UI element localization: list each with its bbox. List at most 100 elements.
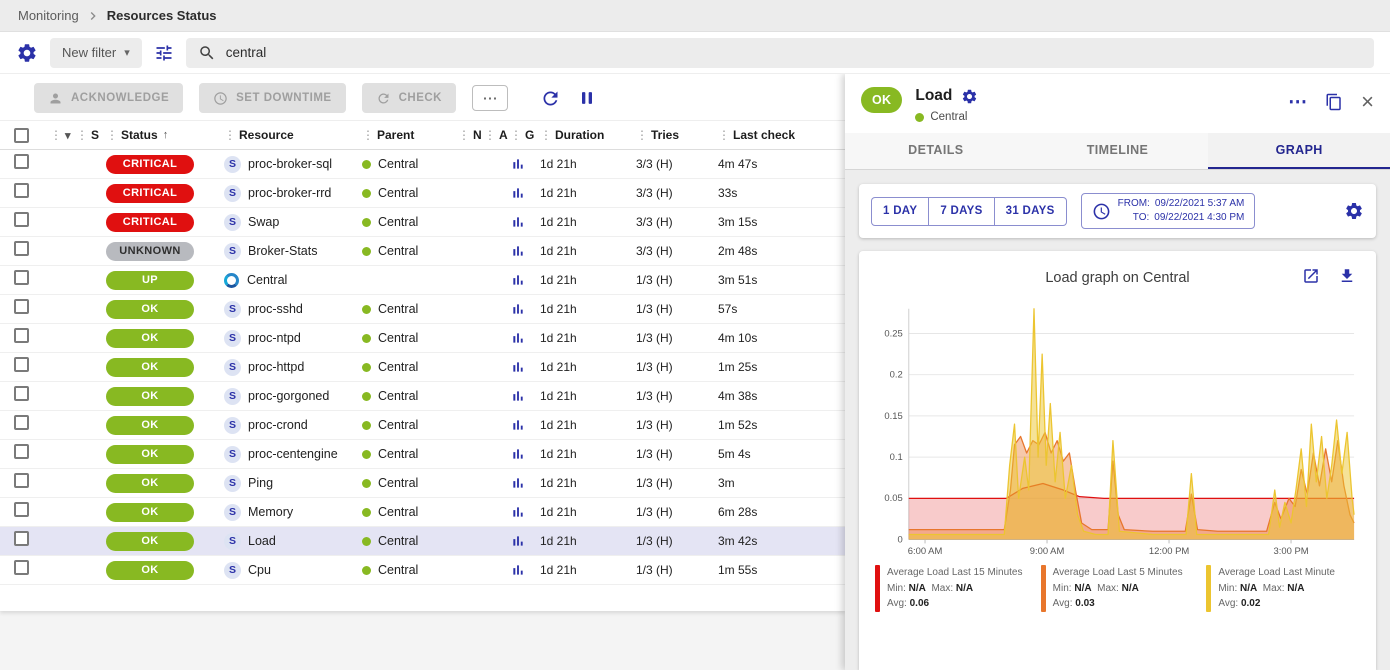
- table-row[interactable]: CRITICAL S proc-broker-sql Central 1d 21…: [0, 150, 845, 179]
- set-downtime-button[interactable]: SET DOWNTIME: [199, 83, 346, 113]
- legend-item[interactable]: Average Load Last Minute Min: N/A Max: N/…: [1206, 565, 1360, 612]
- header-tries[interactable]: Tries: [651, 128, 680, 142]
- table-row[interactable]: OK S proc-gorgoned Central 1d 21h 1/3 (H…: [0, 382, 845, 411]
- chevron-right-icon: [85, 8, 101, 24]
- graph-icon[interactable]: [510, 446, 540, 462]
- open-in-new-icon[interactable]: [1302, 267, 1320, 285]
- header-last-check[interactable]: Last check: [733, 128, 796, 142]
- header-action[interactable]: A: [499, 128, 508, 142]
- graph-icon[interactable]: [510, 533, 540, 549]
- table-row[interactable]: UP Central 1d 21h 1/3 (H) 3m 51s: [0, 266, 845, 295]
- service-icon: S: [224, 474, 241, 492]
- graph-icon[interactable]: [510, 243, 540, 259]
- table-row[interactable]: OK S Memory Central 1d 21h 1/3 (H) 6m 28…: [0, 498, 845, 527]
- table-row[interactable]: OK S proc-sshd Central 1d 21h 1/3 (H) 57…: [0, 295, 845, 324]
- advanced-filters-icon[interactable]: [154, 43, 174, 63]
- row-checkbox[interactable]: [14, 241, 29, 256]
- select-all-checkbox[interactable]: [14, 127, 29, 143]
- legend-item[interactable]: Average Load Last 15 Minutes Min: N/A Max…: [875, 565, 1029, 612]
- pause-autorefresh-icon[interactable]: [577, 88, 597, 108]
- search-input[interactable]: [225, 45, 1362, 60]
- status-badge: OK: [106, 386, 194, 406]
- status-badge: OK: [106, 328, 194, 348]
- select-all-caret-icon[interactable]: ▾: [65, 129, 71, 142]
- graph-icon[interactable]: [510, 359, 540, 375]
- last-check-value: 2m 48s: [718, 244, 758, 258]
- load-chart[interactable]: 0 0.05 0.1 0.15 0.2 0.25 6:00 AM 9:00 AM 12:00 P…: [869, 299, 1366, 561]
- graph-settings-gear-icon[interactable]: [1344, 201, 1364, 221]
- header-resource[interactable]: Resource: [239, 128, 294, 142]
- row-checkbox[interactable]: [14, 154, 29, 169]
- tab-details[interactable]: DETAILS: [908, 143, 964, 157]
- graph-icon[interactable]: [510, 504, 540, 520]
- graph-icon[interactable]: [510, 475, 540, 491]
- check-button[interactable]: CHECK: [361, 83, 456, 113]
- graph-icon[interactable]: [510, 214, 540, 230]
- row-checkbox[interactable]: [14, 473, 29, 488]
- graph-icon[interactable]: [510, 330, 540, 346]
- table-row[interactable]: OK S Load Central 1d 21h 1/3 (H) 3m 42s: [0, 527, 845, 556]
- row-checkbox[interactable]: [14, 212, 29, 227]
- download-icon[interactable]: [1338, 267, 1356, 285]
- close-panel-icon[interactable]: ×: [1361, 89, 1374, 114]
- row-checkbox[interactable]: [14, 415, 29, 430]
- table-row[interactable]: CRITICAL S Swap Central 1d 21h 3/3 (H) 3…: [0, 208, 845, 237]
- table-row[interactable]: OK S proc-ntpd Central 1d 21h 1/3 (H) 4m…: [0, 324, 845, 353]
- panel-header: OK Load Central ⋯: [845, 74, 1390, 133]
- resource-name: proc-sshd: [248, 302, 303, 316]
- table-row[interactable]: OK S Ping Central 1d 21h 1/3 (H) 3m: [0, 469, 845, 498]
- table-row[interactable]: OK S proc-centengine Central 1d 21h 1/3 …: [0, 440, 845, 469]
- row-checkbox[interactable]: [14, 444, 29, 459]
- range-31-days-button[interactable]: 31 DAYS: [994, 196, 1067, 226]
- panel-more-icon[interactable]: ⋯: [1288, 91, 1308, 113]
- range-7-days-button[interactable]: 7 DAYS: [929, 196, 995, 226]
- graph-icon[interactable]: [510, 272, 540, 288]
- row-checkbox[interactable]: [14, 328, 29, 343]
- graph-icon[interactable]: [510, 301, 540, 317]
- more-actions-button[interactable]: ⋯: [471, 85, 508, 111]
- drag-handle-icon: ⋮: [484, 128, 496, 142]
- refresh-icon[interactable]: [540, 88, 561, 109]
- status-badge: OK: [106, 444, 194, 464]
- tab-graph[interactable]: GRAPH: [1208, 133, 1390, 169]
- drag-handle-icon: ⋮: [636, 128, 648, 142]
- acknowledge-button[interactable]: ACKNOWLEDGE: [34, 83, 184, 113]
- row-checkbox[interactable]: [14, 386, 29, 401]
- row-checkbox[interactable]: [14, 270, 29, 285]
- row-checkbox[interactable]: [14, 502, 29, 517]
- service-settings-gear-icon[interactable]: [961, 88, 978, 105]
- range-1-day-button[interactable]: 1 DAY: [871, 196, 930, 226]
- header-duration[interactable]: Duration: [555, 128, 605, 142]
- header-severity[interactable]: S: [91, 128, 100, 142]
- filters-gear-icon[interactable]: [16, 42, 38, 64]
- table-row[interactable]: CRITICAL S proc-broker-rrd Central 1d 21…: [0, 179, 845, 208]
- breadcrumb-monitoring[interactable]: Monitoring: [18, 8, 79, 23]
- table-row[interactable]: OK S proc-httpd Central 1d 21h 1/3 (H) 1…: [0, 353, 845, 382]
- graph-icon[interactable]: [510, 562, 540, 578]
- header-notes[interactable]: N: [473, 128, 482, 142]
- graph-icon[interactable]: [510, 156, 540, 172]
- graph-icon[interactable]: [510, 185, 540, 201]
- breadcrumb-resources-status[interactable]: Resources Status: [106, 8, 217, 23]
- row-checkbox[interactable]: [14, 299, 29, 314]
- legend-name: Average Load Last Minute: [1218, 567, 1335, 578]
- row-checkbox[interactable]: [14, 357, 29, 372]
- new-filter-dropdown[interactable]: New filter ▾: [50, 37, 142, 68]
- row-checkbox[interactable]: [14, 560, 29, 575]
- custom-time-range[interactable]: FROM: 09/22/2021 5:37 AM TO: 09/22/2021 …: [1080, 193, 1256, 229]
- table-row[interactable]: OK S Cpu Central 1d 21h 1/3 (H) 1m 55s: [0, 556, 845, 585]
- row-checkbox[interactable]: [14, 183, 29, 198]
- header-status[interactable]: Status: [121, 128, 158, 142]
- header-graph[interactable]: G: [525, 128, 535, 142]
- graph-icon[interactable]: [510, 388, 540, 404]
- graph-icon[interactable]: [510, 417, 540, 433]
- search-box[interactable]: [185, 37, 1374, 68]
- table-row[interactable]: UNKNOWN S Broker-Stats Central 1d 21h 3/…: [0, 237, 845, 266]
- table-row[interactable]: OK S proc-crond Central 1d 21h 1/3 (H) 1…: [0, 411, 845, 440]
- row-checkbox[interactable]: [14, 531, 29, 546]
- copy-link-icon[interactable]: [1325, 93, 1343, 111]
- tries-value: 1/3 (H): [636, 534, 673, 548]
- header-parent[interactable]: Parent: [377, 128, 415, 142]
- tab-timeline[interactable]: TIMELINE: [1086, 143, 1149, 157]
- legend-item[interactable]: Average Load Last 5 Minutes Min: N/A Max:…: [1040, 565, 1195, 612]
